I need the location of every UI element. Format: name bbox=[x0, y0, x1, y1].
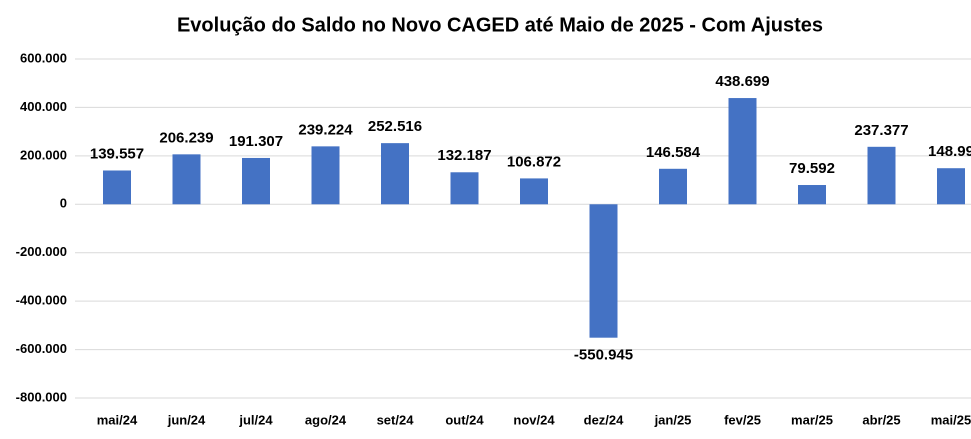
bar bbox=[659, 168, 687, 205]
chart-title: Evolução do Saldo no Novo CAGED até Maio… bbox=[177, 14, 823, 36]
bar bbox=[520, 178, 548, 205]
value-label: 237.377 bbox=[854, 122, 908, 139]
x-tick-label: out/24 bbox=[445, 412, 484, 427]
value-label: 79.592 bbox=[789, 160, 835, 177]
x-tick-label: set/24 bbox=[377, 412, 415, 427]
bar bbox=[728, 98, 757, 205]
x-tick-label: mai/24 bbox=[97, 412, 138, 427]
value-label: 148.99 bbox=[928, 143, 971, 160]
x-tick-label: jul/24 bbox=[238, 412, 273, 427]
value-label: 206.239 bbox=[159, 129, 213, 146]
bar bbox=[311, 146, 340, 205]
y-tick-label: 0 bbox=[60, 196, 67, 211]
x-tick-label: dez/24 bbox=[584, 412, 625, 427]
bar bbox=[172, 154, 201, 205]
x-tick-label: fev/25 bbox=[724, 412, 761, 427]
y-tick-label: -200.000 bbox=[16, 244, 67, 259]
x-tick-label: ago/24 bbox=[305, 412, 347, 427]
x-tick-label: mar/25 bbox=[791, 412, 833, 427]
value-label: 139.557 bbox=[90, 145, 144, 162]
value-label: 106.872 bbox=[507, 153, 561, 170]
value-label: 239.224 bbox=[298, 121, 353, 138]
bar bbox=[937, 168, 965, 205]
value-label: 132.187 bbox=[437, 147, 491, 164]
value-label: 191.307 bbox=[229, 133, 283, 150]
value-label: 146.584 bbox=[646, 144, 701, 161]
y-tick-label: -600.000 bbox=[16, 341, 67, 356]
bar bbox=[450, 172, 479, 205]
x-tick-label: nov/24 bbox=[513, 412, 555, 427]
bar bbox=[381, 143, 409, 205]
x-tick-label: mai/25 bbox=[931, 412, 971, 427]
x-tick-label: abr/25 bbox=[862, 412, 900, 427]
y-tick-label: -800.000 bbox=[16, 389, 67, 404]
y-tick-label: 600.000 bbox=[20, 50, 67, 65]
bar bbox=[867, 146, 896, 205]
bar bbox=[798, 185, 826, 205]
x-tick-label: jan/25 bbox=[654, 412, 692, 427]
bar bbox=[103, 170, 131, 205]
value-label: 252.516 bbox=[368, 118, 422, 135]
y-tick-label: 400.000 bbox=[20, 99, 67, 114]
y-tick-label: 200.000 bbox=[20, 147, 67, 162]
x-tick-label: jun/24 bbox=[167, 412, 206, 427]
value-label: 438.699 bbox=[715, 73, 769, 90]
bar bbox=[589, 204, 618, 338]
bar bbox=[242, 157, 270, 205]
y-tick-label: -400.000 bbox=[16, 293, 67, 308]
value-label: -550.945 bbox=[574, 347, 633, 364]
